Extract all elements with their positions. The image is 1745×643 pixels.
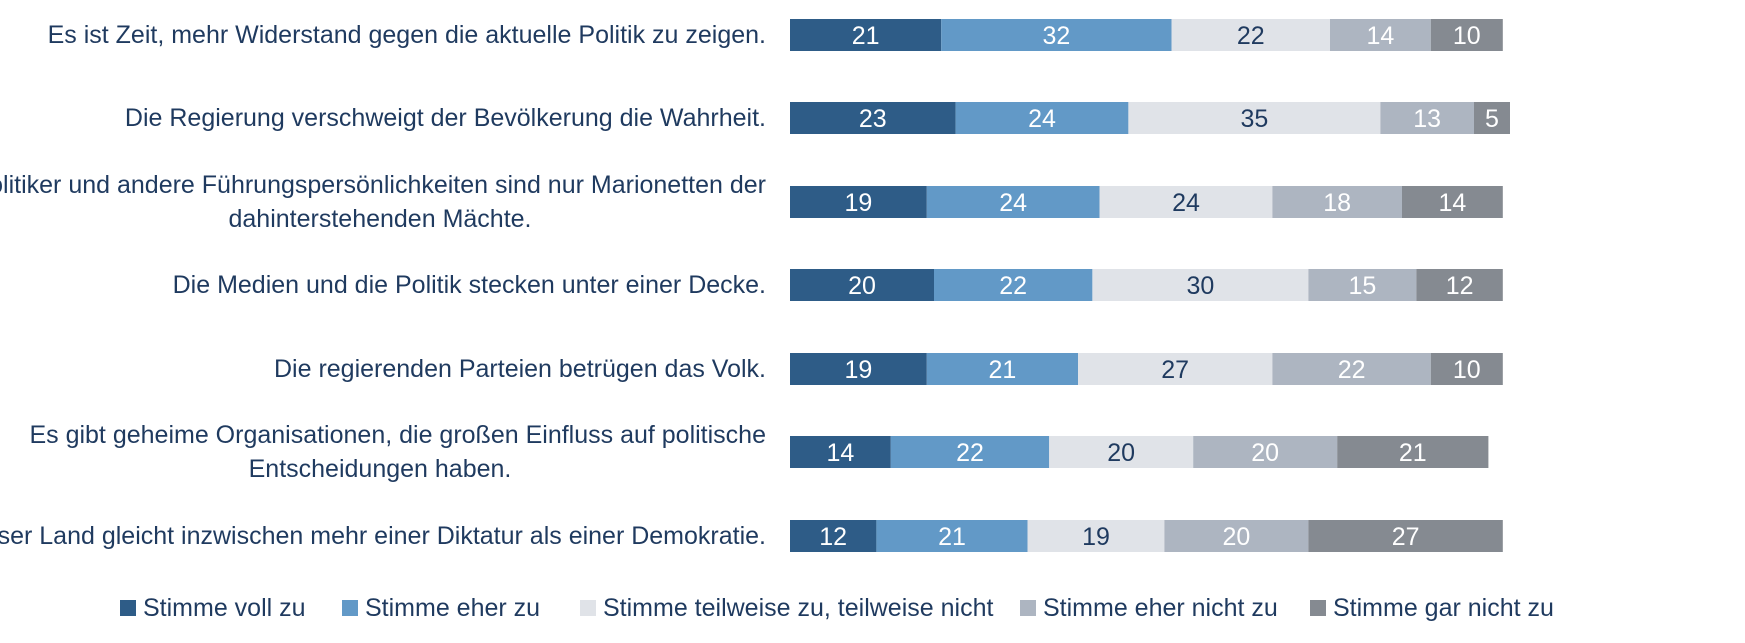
- bar-segment: [1308, 269, 1417, 301]
- category-label: Es gibt geheime Organisationen, die groß…: [29, 421, 766, 449]
- bar-segment: [1049, 436, 1194, 468]
- data-label: 14: [1366, 22, 1394, 50]
- bar-segment: [1092, 269, 1309, 301]
- bar-segment: [1027, 520, 1165, 552]
- data-label: 20: [1107, 439, 1135, 467]
- bar-segment: [1272, 186, 1402, 218]
- bar-segment: [955, 102, 1129, 134]
- legend-label: Stimme gar nicht zu: [1333, 594, 1554, 622]
- data-label: 21: [988, 356, 1016, 384]
- bar-segment: [1171, 19, 1330, 51]
- bar-segment: [790, 520, 877, 552]
- data-label: 27: [1161, 356, 1189, 384]
- bar-segment: [790, 353, 927, 385]
- category-label: Die Regierung verschweigt der Bevölkerun…: [125, 104, 766, 132]
- bar-segment: [934, 269, 1093, 301]
- bar-segment: [1272, 353, 1431, 385]
- data-label: 24: [999, 189, 1027, 217]
- bar-segment: [1430, 353, 1503, 385]
- category-label: dahinterstehenden Mächte.: [229, 205, 532, 233]
- legend-label: Stimme eher nicht zu: [1043, 594, 1278, 622]
- data-label: 19: [844, 189, 872, 217]
- data-label: 14: [1438, 189, 1466, 217]
- legend-swatch: [580, 600, 596, 616]
- data-label: 20: [848, 272, 876, 300]
- category-label: Unser Land gleicht inzwischen mehr einer…: [0, 522, 766, 550]
- bar-segment: [1380, 102, 1474, 134]
- data-label: 19: [844, 356, 872, 384]
- data-label: 15: [1348, 272, 1376, 300]
- data-label: 10: [1453, 356, 1481, 384]
- bar-segment: [1430, 19, 1503, 51]
- bar-segment: [1474, 102, 1510, 134]
- bar-segment: [790, 269, 934, 301]
- bar-segment: [941, 19, 1172, 51]
- data-label: 22: [999, 272, 1027, 300]
- data-label: 35: [1240, 105, 1268, 133]
- data-label: 21: [1399, 439, 1427, 467]
- data-label: 27: [1392, 523, 1420, 551]
- bar-segment: [876, 520, 1028, 552]
- data-label: 12: [1446, 272, 1474, 300]
- category-label: Entscheidungen haben.: [249, 455, 512, 483]
- data-label: 21: [938, 523, 966, 551]
- data-label: 10: [1453, 22, 1481, 50]
- data-label: 21: [852, 22, 880, 50]
- data-label: 20: [1251, 439, 1279, 467]
- legend-swatch: [1310, 600, 1326, 616]
- bar-segment: [1416, 269, 1503, 301]
- legend-label: Stimme teilweise zu, teilweise nicht: [603, 594, 993, 622]
- bar-segment: [1164, 520, 1309, 552]
- bar-segment: [1099, 186, 1273, 218]
- legend-swatch: [120, 600, 136, 616]
- data-label: 14: [826, 439, 854, 467]
- bar-segment: [790, 186, 927, 218]
- data-label: 13: [1413, 105, 1441, 133]
- data-label: 19: [1082, 523, 1110, 551]
- bar-segment: [1078, 353, 1273, 385]
- data-label: 18: [1323, 189, 1351, 217]
- bar-segment: [1308, 520, 1503, 552]
- data-label: 22: [956, 439, 984, 467]
- bar-segment: [890, 436, 1050, 468]
- category-label: Es ist Zeit, mehr Widerstand gegen die a…: [48, 21, 766, 49]
- data-label: 12: [819, 523, 847, 551]
- data-label: 5: [1485, 105, 1499, 133]
- category-label: Politiker und andere Führungspersönlichk…: [0, 171, 766, 199]
- bar-segment: [926, 186, 1100, 218]
- data-label: 32: [1042, 22, 1070, 50]
- bar-segment: [926, 353, 1078, 385]
- legend-swatch: [1020, 600, 1036, 616]
- bar-segment: [790, 19, 942, 51]
- bar-segment: [790, 102, 956, 134]
- data-label: 22: [1338, 356, 1366, 384]
- category-label: Die Medien und die Politik stecken unter…: [173, 271, 766, 299]
- legend-swatch: [342, 600, 358, 616]
- bar-segment: [1128, 102, 1381, 134]
- bar-segment: [1330, 19, 1431, 51]
- data-label: 22: [1237, 22, 1265, 50]
- legend-label: Stimme eher zu: [365, 594, 540, 622]
- data-label: 23: [859, 105, 887, 133]
- data-label: 20: [1222, 523, 1250, 551]
- data-label: 24: [1172, 189, 1200, 217]
- bar-segment: [790, 436, 891, 468]
- bar-segment: [1402, 186, 1503, 218]
- data-label: 30: [1186, 272, 1214, 300]
- data-label: 24: [1028, 105, 1056, 133]
- legend-label: Stimme voll zu: [143, 594, 306, 622]
- bar-segment: [1193, 436, 1338, 468]
- category-label: Die regierenden Parteien betrügen das Vo…: [274, 355, 766, 383]
- bar-segment: [1337, 436, 1489, 468]
